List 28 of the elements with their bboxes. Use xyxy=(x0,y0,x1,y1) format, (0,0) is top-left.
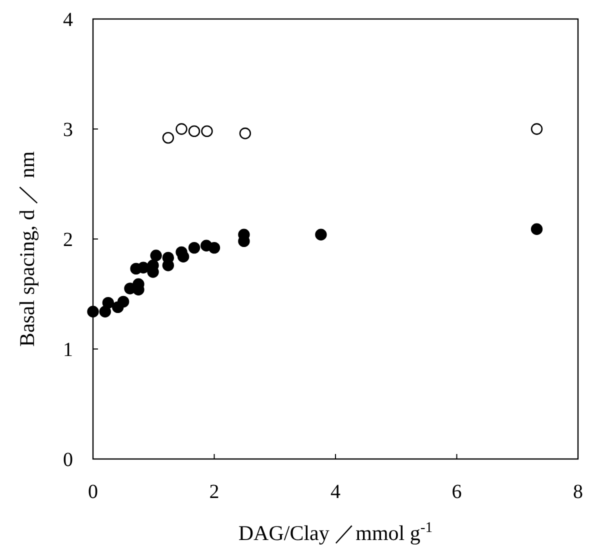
x-tick-label: 6 xyxy=(452,481,462,503)
x-tick-label: 8 xyxy=(573,481,583,503)
y-tick-label: 3 xyxy=(63,119,73,141)
point xyxy=(530,123,543,135)
y-axis-title: Basal spacing, d ／ nm xyxy=(15,151,39,347)
point xyxy=(315,228,327,240)
x-tick-label: 4 xyxy=(330,481,340,503)
point xyxy=(87,306,99,318)
point xyxy=(530,223,543,235)
point xyxy=(162,132,174,144)
point xyxy=(150,250,162,262)
point xyxy=(188,125,200,138)
point xyxy=(177,250,190,262)
x-axis-title: DAG/Clay ／mmol g$^{-1}$ xyxy=(238,520,433,545)
y-tick-label: 0 xyxy=(63,449,73,471)
point xyxy=(208,242,220,254)
x-tick-label: 0 xyxy=(88,481,98,503)
y-tick-label: 1 xyxy=(63,339,73,361)
point xyxy=(239,128,252,140)
point xyxy=(102,296,114,309)
y-tick-label: 4 xyxy=(63,9,73,31)
x-tick-label: 2 xyxy=(209,481,220,503)
point xyxy=(99,306,111,318)
point xyxy=(188,242,200,254)
point xyxy=(176,123,188,135)
point xyxy=(117,296,130,308)
point xyxy=(201,125,213,138)
y-tick-label: 2 xyxy=(63,229,73,251)
